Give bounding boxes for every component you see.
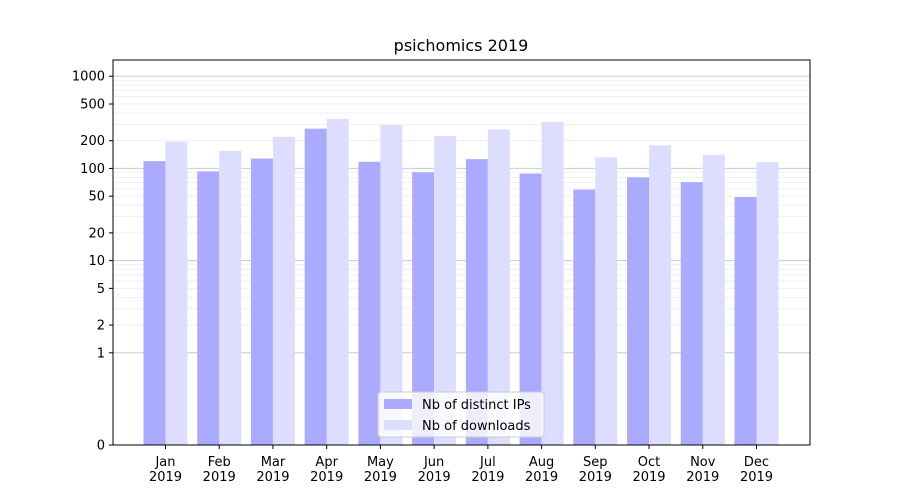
bar-distinct-ips bbox=[573, 189, 596, 445]
y-tick-label: 500 bbox=[80, 97, 105, 112]
x-tick-label-line: Jan bbox=[154, 455, 175, 470]
x-tick-label-line: Oct bbox=[638, 455, 660, 470]
bar-downloads bbox=[541, 121, 564, 445]
y-tick-label: 0 bbox=[97, 439, 105, 454]
x-tick-label-line: 2019 bbox=[149, 470, 182, 485]
y-tick-label: 200 bbox=[80, 134, 105, 149]
x-tick-label: May 2019 bbox=[364, 455, 397, 485]
x-tick-label-line: Nov bbox=[690, 455, 716, 470]
bar-distinct-ips bbox=[680, 182, 703, 445]
bar-downloads bbox=[272, 136, 295, 446]
legend-swatch bbox=[384, 399, 412, 409]
bar-downloads bbox=[434, 135, 457, 445]
x-tick-label-line: Jun bbox=[423, 455, 444, 470]
x-tick-label: Jun 2019 bbox=[418, 455, 451, 485]
y-tick-label: 20 bbox=[88, 226, 105, 241]
x-tick-label: Oct 2019 bbox=[632, 455, 665, 485]
x-tick-label-line: Mar bbox=[261, 455, 286, 470]
bar-downloads bbox=[326, 118, 349, 445]
bar-downloads bbox=[649, 145, 672, 445]
chart-title: psichomics 2019 bbox=[394, 36, 529, 55]
x-tick-label: Dec 2019 bbox=[740, 455, 773, 485]
bar-distinct-ips bbox=[465, 159, 488, 445]
y-tick-label: 2 bbox=[97, 319, 105, 334]
y-tick-label: 50 bbox=[88, 190, 105, 205]
legend-box bbox=[377, 391, 545, 438]
x-tick-label: Aug 2019 bbox=[525, 455, 558, 485]
x-tick-label-line: Aug bbox=[529, 455, 554, 470]
bar-distinct-ips bbox=[734, 196, 757, 445]
x-tick-label-line: 2019 bbox=[579, 470, 612, 485]
x-tick-label-line: 2019 bbox=[525, 470, 558, 485]
y-tick-label: 5 bbox=[97, 282, 105, 297]
legend-label: Nb of downloads bbox=[422, 419, 531, 434]
x-tick-label-line: Jul bbox=[479, 455, 496, 470]
legend-swatch bbox=[384, 420, 412, 430]
bar-layer bbox=[143, 118, 779, 446]
legend-label: Nb of distinct IPs bbox=[422, 398, 531, 413]
bar-downloads bbox=[380, 125, 403, 445]
x-tick-label-line: 2019 bbox=[418, 470, 451, 485]
x-tick-label-line: 2019 bbox=[471, 470, 504, 485]
bar-distinct-ips bbox=[519, 173, 542, 445]
x-tick-label: Sep 2019 bbox=[579, 455, 612, 485]
bar-distinct-ips bbox=[250, 158, 273, 445]
y-tick-label: 100 bbox=[80, 162, 105, 177]
x-tick-label-line: 2019 bbox=[203, 470, 236, 485]
x-tick-label-line: Sep bbox=[583, 455, 608, 470]
x-tick-label: Mar 2019 bbox=[256, 455, 289, 485]
bar-downloads bbox=[702, 154, 725, 445]
x-tick-label: Jan 2019 bbox=[149, 455, 182, 485]
x-tick-label-line: 2019 bbox=[686, 470, 719, 485]
bar-downloads bbox=[487, 129, 510, 445]
y-tick-label: 1 bbox=[97, 346, 105, 361]
bar-distinct-ips bbox=[197, 171, 220, 446]
y-tick-label: 1000 bbox=[72, 70, 105, 85]
bar-distinct-ips bbox=[358, 161, 381, 445]
bar-downloads bbox=[165, 141, 188, 445]
x-tick-label-line: Apr bbox=[315, 455, 338, 470]
bar-distinct-ips bbox=[143, 161, 166, 446]
x-tick-label: Jul 2019 bbox=[471, 455, 504, 485]
bar-distinct-ips bbox=[412, 172, 435, 446]
x-tick-label-line: 2019 bbox=[310, 470, 343, 485]
bar-downloads bbox=[756, 162, 779, 445]
x-tick-label-line: May bbox=[367, 455, 394, 470]
x-tick-label: Nov 2019 bbox=[686, 455, 719, 485]
legend: Nb of distinct IPs Nb of downloads bbox=[377, 391, 545, 438]
bar-distinct-ips bbox=[304, 128, 327, 445]
bar-downloads bbox=[595, 157, 618, 445]
x-tick-label-line: 2019 bbox=[256, 470, 289, 485]
x-tick-label-line: Dec bbox=[744, 455, 769, 470]
x-tick-label-line: 2019 bbox=[364, 470, 397, 485]
x-tick-label-line: 2019 bbox=[740, 470, 773, 485]
x-tick-label-line: Feb bbox=[208, 455, 231, 470]
x-tick-label-line: 2019 bbox=[632, 470, 665, 485]
y-tick-label: 10 bbox=[88, 254, 105, 269]
bar-distinct-ips bbox=[627, 177, 650, 445]
plot-frame bbox=[112, 59, 811, 446]
bar-downloads bbox=[219, 150, 242, 445]
x-tick-label: Apr 2019 bbox=[310, 455, 343, 485]
x-tick-label: Feb 2019 bbox=[203, 455, 236, 485]
